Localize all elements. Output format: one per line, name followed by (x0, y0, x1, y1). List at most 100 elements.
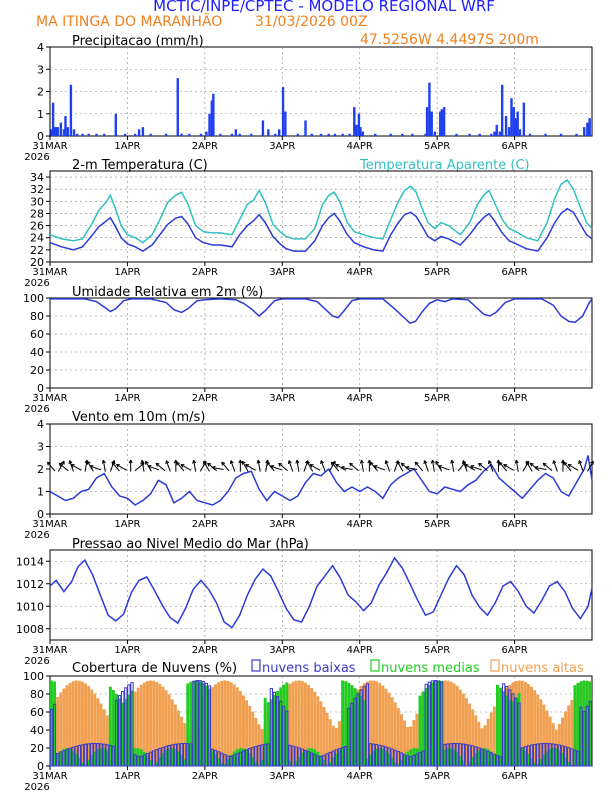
wind-vector (335, 464, 347, 471)
cloud-low-bar (96, 743, 100, 767)
cloud-low-bar (80, 744, 85, 767)
cloud-mid-bar (223, 763, 227, 766)
cloud-mid-bar (260, 760, 264, 766)
cloud-high-bar (396, 708, 400, 766)
cloud-low-bar (266, 743, 270, 767)
cloud-high-bar (68, 682, 72, 766)
cloud-mid-bar (303, 749, 307, 766)
cloud-low-bar (213, 749, 218, 767)
humidity-title: Umidade Relativa em 2m (%) (72, 285, 263, 300)
wind-vector-head (552, 460, 557, 465)
cloud-high-bar (480, 728, 484, 766)
cloud-high-bar (415, 713, 419, 766)
cloud-mid-bar (458, 755, 462, 766)
cloud-high-bar (217, 682, 221, 766)
legend-high-swatch (490, 659, 500, 672)
cloud-low-bar (248, 747, 252, 767)
cloud-mid-bar (418, 695, 422, 766)
cloud-high-bar (384, 688, 388, 766)
cloud-high-bar (291, 681, 295, 766)
temp-frame (49, 170, 593, 263)
cloud-mid-bar (567, 762, 571, 766)
cloud-mid-bar (533, 763, 537, 766)
cloud-low-bar (573, 749, 577, 767)
cloud-low-bar (548, 743, 552, 767)
cloud-low-bar (77, 744, 82, 767)
precip-bar (66, 127, 70, 136)
cloud-low-bar (381, 745, 385, 767)
cloud-mid-bar (211, 750, 214, 766)
cloud-mid-bar (263, 697, 267, 766)
cloud-low-bar (186, 743, 190, 767)
cloud-high-bar (331, 725, 335, 766)
cloud-mid-bar (526, 754, 530, 766)
wind-vector (498, 461, 508, 472)
cloud-mid-bar (585, 680, 589, 766)
wind-vector (288, 460, 294, 472)
cloud-mid-bar (115, 693, 118, 766)
cloud-mid-bar (495, 684, 499, 766)
cloud-mid-bar (139, 749, 143, 766)
cloud-low-bar (508, 689, 512, 767)
cloud-low-bar (291, 745, 295, 767)
cloud-low-bar (52, 703, 57, 767)
cloud-high-bar (567, 705, 571, 766)
cloud-mid-bar (564, 757, 568, 766)
cloud-mid-bar (195, 680, 199, 766)
cloud-low-bar (322, 754, 326, 767)
wind-vector-head (578, 460, 583, 465)
cloud-low-bar (306, 751, 311, 767)
cloud-high-bar (322, 706, 326, 766)
precip-bar (72, 129, 76, 136)
wind-vector-head (309, 464, 314, 468)
cloud-mid-bar (232, 751, 236, 766)
temperature-title: 2-m Temperatura (C) (72, 158, 208, 173)
cloud-low-bar (303, 749, 308, 767)
wind-vector (147, 465, 160, 471)
cloud-low-bar (260, 744, 264, 767)
rh-ytick-label-2: 40 (30, 346, 44, 359)
cloud-high-bar (551, 723, 555, 766)
panel-humidity: Umidade Relativa em 2m (%) 0 20 40 60 80 100 3… (23, 285, 593, 415)
cloud-low-bar (424, 683, 428, 767)
cloud-low-bar (486, 750, 490, 767)
cloud-low-bar (464, 744, 469, 767)
cloud-high-bar (214, 684, 218, 766)
cloud-low-bar (152, 750, 156, 767)
cloud-mid-bar (161, 753, 165, 766)
cloud-low-bar (433, 680, 438, 767)
wind-vector (165, 460, 171, 472)
cloud-low-bar (588, 700, 593, 767)
cloud-mid-bar (350, 685, 354, 766)
wind-vector-head (266, 461, 271, 466)
chart-title: MCTIC/INPE/CPTEC - MODELO REGIONAL WRF (153, 0, 495, 15)
cloud-high-bar (62, 688, 66, 766)
cloud-low-bar (347, 707, 351, 767)
cloud-low-bar (182, 743, 187, 767)
cloud-mid-bar (557, 750, 561, 766)
wind-vector (586, 460, 594, 472)
cloud-low-bar (235, 753, 239, 767)
wind-vector-head (256, 459, 261, 464)
cloud-high-bar (297, 680, 301, 766)
wind-vector (515, 460, 519, 472)
precip-bar (230, 133, 234, 136)
precip-bar (361, 131, 365, 136)
cloud-low-bar (297, 747, 301, 767)
cloud-mid-bar (146, 755, 149, 766)
precip-bar (514, 118, 517, 136)
cloud-mid-bar (307, 748, 311, 766)
cloud-mid-bar (477, 750, 481, 766)
cloud-low-bar (93, 743, 97, 767)
cloud-mid-bar (331, 757, 335, 766)
rh-year-label: 2026 (24, 404, 49, 415)
cloud-low-bar (204, 682, 208, 767)
precip-bar (559, 133, 563, 136)
cloud-high-bar (288, 683, 292, 766)
cloud-mid-bar (530, 758, 533, 766)
wind-vector (431, 460, 435, 472)
cloud-low-bar (387, 747, 391, 767)
panel-precipitation: Precipitacao (mm/h) 0 1 2 3 4 31MAR 1APR 2APR 3A… (24, 34, 593, 163)
wind-vector-head (462, 460, 467, 465)
temp-xtick-label-6: 6APR (501, 267, 527, 278)
